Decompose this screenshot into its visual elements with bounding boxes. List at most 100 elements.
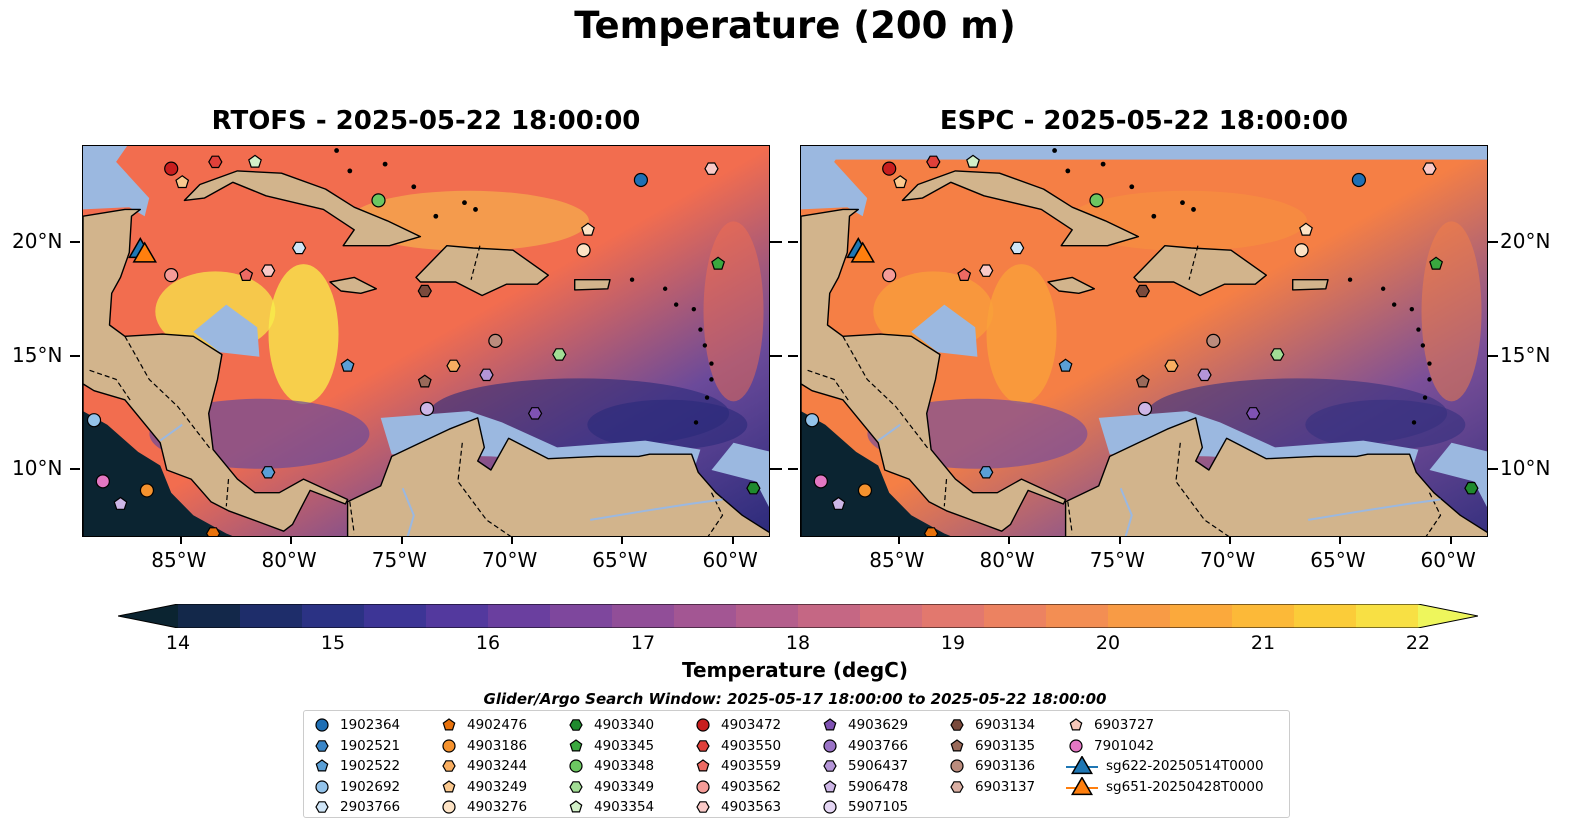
legend-item: 4903472	[693, 715, 781, 735]
float-marker	[1058, 358, 1073, 372]
river	[159, 423, 183, 442]
pentagon-marker-icon	[950, 738, 964, 751]
colorbar-tick-label: 21	[1250, 632, 1276, 654]
lon-tick-label: 60°W	[702, 548, 758, 572]
legend-item-label: 4903629	[848, 717, 909, 733]
float-marker	[479, 368, 494, 382]
legend-item-label: 6903137	[975, 778, 1036, 795]
colorbar-segment	[922, 604, 985, 628]
land-central	[83, 208, 349, 536]
lon-tick-label: 65°W	[1310, 548, 1366, 572]
legend-item: 6903134	[947, 715, 1035, 735]
legend-item-label: 4903562	[721, 778, 782, 795]
colorbar-segment	[1356, 604, 1419, 628]
float-marker	[175, 175, 190, 189]
lon-tick-label: 60°W	[1420, 548, 1476, 572]
country-border	[943, 479, 948, 507]
circle-marker-icon	[1069, 738, 1083, 753]
legend-item: 4903550	[693, 736, 781, 756]
temperature-region	[1305, 399, 1466, 450]
legend-marker	[696, 801, 710, 813]
legend-item-label: 1902521	[340, 737, 401, 754]
float-marker	[261, 466, 276, 479]
legend-item: 1902692	[312, 777, 400, 797]
legend-item-label: 4903276	[467, 799, 528, 815]
legend-item: 4903340	[566, 715, 654, 735]
legend-item-label: 6903136	[975, 758, 1036, 774]
map-panel-espc[interactable]	[800, 145, 1488, 537]
legend-item-label: 1902522	[340, 758, 401, 774]
island	[1129, 184, 1135, 190]
legend-item-label: 2903766	[340, 799, 401, 815]
lon-tick	[180, 537, 183, 544]
lon-tick-label: 70°W	[1200, 548, 1256, 572]
panel-title-rtofs: RTOFS - 2025-05-22 18:00:00	[211, 106, 641, 136]
hexagon-marker-icon	[696, 801, 710, 813]
legend-marker	[950, 759, 964, 773]
legend-item-label: 6903135	[975, 737, 1036, 754]
float-marker	[711, 256, 726, 270]
river	[401, 487, 415, 536]
lat-tick	[70, 354, 80, 357]
legend-marker	[696, 739, 710, 752]
hexagon-marker-icon	[442, 760, 456, 772]
land-jamaica	[329, 276, 377, 295]
legend-item-label: 6903134	[975, 717, 1036, 733]
island	[1411, 420, 1417, 425]
pentagon-marker-icon	[442, 779, 456, 792]
legend-item-label: 5906478	[848, 778, 909, 795]
river	[877, 423, 901, 442]
float-marker	[340, 358, 355, 372]
legend-item-label: 4903349	[594, 778, 655, 795]
island	[1052, 148, 1057, 153]
temperature-region	[1421, 221, 1482, 402]
float-marker	[527, 407, 543, 420]
float-marker	[1294, 243, 1309, 258]
legend-item-label: 4902476	[467, 717, 528, 733]
float-marker	[1270, 348, 1285, 361]
colorbar-segment	[798, 604, 861, 628]
island	[1427, 361, 1432, 366]
island	[1420, 343, 1426, 348]
country-border	[1067, 501, 1073, 534]
temperature-region	[587, 399, 748, 450]
pentagon-marker-icon	[569, 800, 583, 813]
legend-item-label: 4903563	[721, 799, 782, 815]
island	[411, 184, 417, 190]
legend-marker	[442, 718, 456, 731]
island	[709, 361, 714, 366]
legend-item-label: 4903559	[721, 758, 782, 774]
triangle-marker-icon	[1066, 756, 1098, 775]
land-hispaniola	[415, 244, 549, 297]
float-marker	[1089, 193, 1104, 208]
island	[702, 343, 708, 348]
lat-tick	[788, 241, 798, 244]
country-border	[842, 336, 930, 450]
legend-item: 5906478	[820, 777, 908, 797]
colorbar-segment	[488, 604, 551, 628]
map-panel-rtofs[interactable]	[82, 145, 770, 537]
legend-marker	[442, 760, 456, 772]
island	[1391, 302, 1397, 307]
legend-marker	[950, 719, 964, 731]
temperature-region	[703, 221, 764, 402]
float-marker	[446, 359, 461, 372]
pentagon-marker-icon	[315, 759, 329, 772]
country-border	[225, 479, 230, 507]
legend-item-label: 4903354	[594, 799, 655, 815]
float-marker	[1197, 368, 1212, 382]
legend-marker	[569, 800, 583, 813]
no-data-band	[801, 146, 1487, 160]
lat-tick	[788, 354, 798, 357]
island	[1409, 306, 1415, 312]
triangle-marker-icon	[1066, 776, 1098, 795]
colorbar-segment	[736, 604, 799, 628]
circle-marker-icon	[442, 800, 456, 814]
pentagon-marker-icon	[823, 718, 837, 731]
legend-marker	[315, 779, 329, 794]
lat-tick	[1488, 468, 1498, 471]
country-border	[470, 245, 481, 280]
float-marker	[704, 162, 719, 175]
colorbar-segment	[426, 604, 489, 628]
float-marker	[1464, 481, 1479, 495]
